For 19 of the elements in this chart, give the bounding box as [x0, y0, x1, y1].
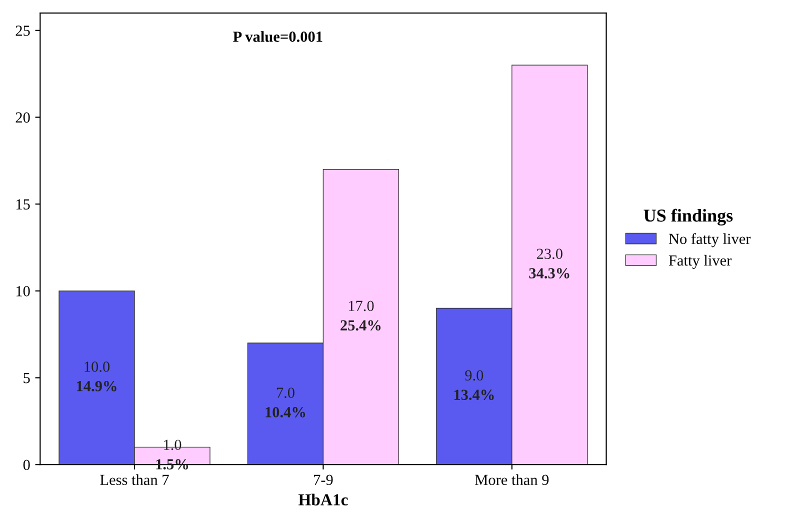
legend-title: US findings	[644, 208, 733, 226]
x-tick-label: 7-9	[314, 474, 333, 486]
legend-label: Fatty liver	[668, 254, 732, 269]
y-tick-label: 15	[16, 199, 30, 210]
y-tick-label: 10	[16, 286, 30, 296]
x-tick-label: Less than 7	[100, 474, 169, 486]
data-label: 23.0 34.3%	[529, 248, 570, 278]
y-tick-label: 20	[16, 112, 30, 123]
legend-label: No fatty liver	[668, 233, 751, 248]
y-tick-label: 5	[24, 373, 30, 384]
x-axis-title: HbA1c	[298, 494, 348, 506]
data-label: 10.0 14.9%	[76, 362, 116, 392]
x-tick-label: More than 9	[475, 474, 549, 486]
annotation: P value=0.001	[233, 31, 322, 42]
data-label: 9.0 13.4%	[454, 370, 494, 400]
data-label: 7.0 10.4%	[266, 388, 306, 418]
y-tick-label: 25	[16, 26, 30, 36]
y-tick-label: 0	[23, 460, 30, 470]
data-label: 17.0 25.4%	[340, 300, 381, 331]
